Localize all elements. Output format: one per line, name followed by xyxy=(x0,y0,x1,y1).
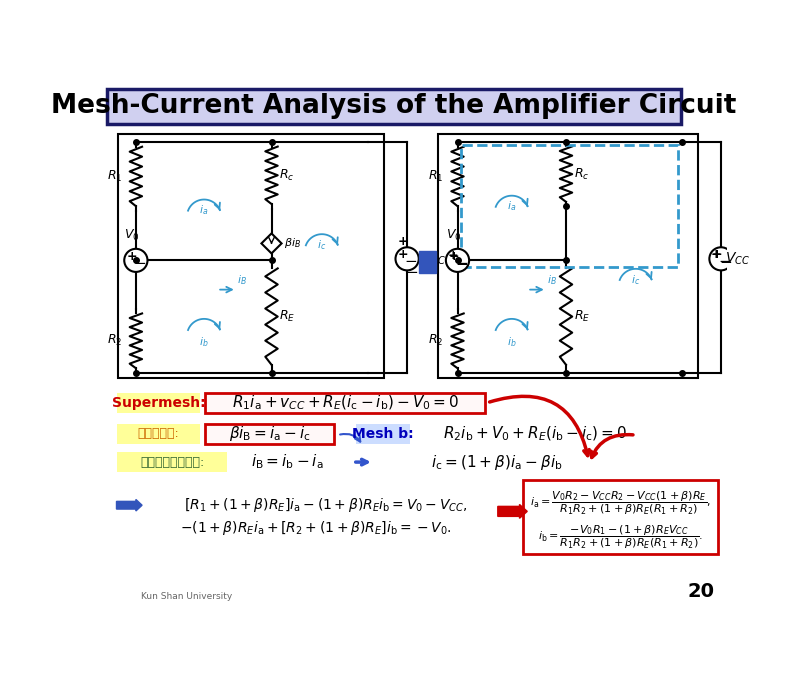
Text: $R_2$: $R_2$ xyxy=(107,333,122,349)
Text: −: − xyxy=(719,255,732,270)
Bar xyxy=(461,145,679,266)
Text: −: − xyxy=(133,256,146,271)
Text: $V_{CC}$: $V_{CC}$ xyxy=(421,251,446,267)
Polygon shape xyxy=(262,234,281,253)
Bar xyxy=(438,134,698,378)
Text: −: − xyxy=(456,257,469,272)
Text: $[R_1 + (1+\beta)R_E]i_\mathrm{a} - (1+\beta)R_E i_\mathrm{b} = V_0 - V_{CC},$: $[R_1 + (1+\beta)R_E]i_\mathrm{a} - (1+\… xyxy=(184,496,468,514)
Text: +: + xyxy=(448,249,458,262)
Circle shape xyxy=(709,247,733,270)
Text: +: + xyxy=(127,250,137,263)
Text: $i_B$: $i_B$ xyxy=(547,274,557,287)
Text: −: − xyxy=(405,255,418,270)
Text: $R_1 i_\mathrm{a} + v_{CC} + R_E(i_\mathrm{c} - i_\mathrm{b}) - V_0 = 0$: $R_1 i_\mathrm{a} + v_{CC} + R_E(i_\math… xyxy=(232,394,459,412)
FancyBboxPatch shape xyxy=(107,89,680,124)
Text: +: + xyxy=(712,249,722,262)
Text: $i_c$: $i_c$ xyxy=(318,238,326,252)
Bar xyxy=(118,134,384,378)
FancyBboxPatch shape xyxy=(524,480,718,554)
Text: $i_a$: $i_a$ xyxy=(200,204,208,217)
Circle shape xyxy=(446,249,469,272)
Text: Supermesh:: Supermesh: xyxy=(112,396,205,410)
Text: $i_b$: $i_b$ xyxy=(507,335,516,349)
FancyBboxPatch shape xyxy=(205,393,486,413)
Text: $\beta i_\mathrm{B} = i_\mathrm{a} - i_\mathrm{c}$: $\beta i_\mathrm{B} = i_\mathrm{a} - i_\… xyxy=(229,424,311,443)
Text: $i_c$: $i_c$ xyxy=(631,272,641,287)
Text: Kun Shan University: Kun Shan University xyxy=(141,592,232,601)
FancyBboxPatch shape xyxy=(356,424,410,443)
Text: 20: 20 xyxy=(688,582,715,601)
Text: $R_c$: $R_c$ xyxy=(280,168,295,183)
FancyBboxPatch shape xyxy=(205,424,335,443)
Text: $i_a$: $i_a$ xyxy=(507,200,516,213)
Text: $i_\mathrm{a} = \dfrac{V_0R_2 - V_{CC}R_2 - V_{CC}(1+\beta)R_E}{R_1R_2 + (1+\bet: $i_\mathrm{a} = \dfrac{V_0R_2 - V_{CC}R_… xyxy=(530,490,710,518)
Text: −: − xyxy=(455,256,468,271)
Text: −: − xyxy=(718,255,731,270)
Text: $V_0$: $V_0$ xyxy=(446,228,461,243)
Text: $\beta i_B$: $\beta i_B$ xyxy=(284,236,301,251)
Text: Mesh b:: Mesh b: xyxy=(352,426,414,441)
FancyBboxPatch shape xyxy=(117,452,227,472)
Text: $R_E$: $R_E$ xyxy=(280,309,296,324)
Text: $i_B$: $i_B$ xyxy=(237,274,246,287)
Text: $V_{CC}$: $V_{CC}$ xyxy=(725,251,750,267)
Text: −: − xyxy=(406,265,419,280)
Text: $i_\mathrm{b} = \dfrac{-V_0R_1 - (1+\beta)R_EV_{CC}}{R_1R_2 + (1+\beta)R_E(R_1+R: $i_\mathrm{b} = \dfrac{-V_0R_1 - (1+\bet… xyxy=(537,524,703,552)
Text: $V_0$: $V_0$ xyxy=(124,228,140,243)
Text: +: + xyxy=(448,250,459,263)
Circle shape xyxy=(395,247,419,270)
Bar xyxy=(419,251,436,272)
Text: 相依電源控制變數:: 相依電源控制變數: xyxy=(140,456,204,469)
Text: $i_\mathrm{B} = i_\mathrm{b} - i_\mathrm{a}$: $i_\mathrm{B} = i_\mathrm{b} - i_\mathrm… xyxy=(250,453,323,471)
FancyBboxPatch shape xyxy=(117,424,200,443)
Text: $R_1$: $R_1$ xyxy=(428,169,444,184)
Text: $R_1$: $R_1$ xyxy=(107,169,122,184)
Text: Mesh-Current Analysis of the Amplifier Circuit: Mesh-Current Analysis of the Amplifier C… xyxy=(51,93,737,119)
FancyArrow shape xyxy=(116,499,142,511)
Text: $i_b$: $i_b$ xyxy=(200,335,209,349)
Circle shape xyxy=(124,249,148,272)
Text: +: + xyxy=(398,236,408,249)
Text: $i_\mathrm{c} = (1+\beta)i_\mathrm{a} - \beta i_\mathrm{b}$: $i_\mathrm{c} = (1+\beta)i_\mathrm{a} - … xyxy=(431,453,562,472)
Text: $R_c$: $R_c$ xyxy=(574,167,589,182)
Text: +: + xyxy=(711,249,722,262)
FancyBboxPatch shape xyxy=(117,393,200,413)
Text: $R_2 i_\mathrm{b} + V_0 + R_E(i_\mathrm{b} - i_\mathrm{c}) = 0$: $R_2 i_\mathrm{b} + V_0 + R_E(i_\mathrm{… xyxy=(443,424,627,443)
Text: $R_2$: $R_2$ xyxy=(428,333,444,349)
Text: $R_E$: $R_E$ xyxy=(574,309,590,324)
Text: 電流源限制:: 電流源限制: xyxy=(137,427,179,440)
Text: +: + xyxy=(398,249,409,262)
FancyArrow shape xyxy=(498,505,528,518)
Text: $-(1+\beta)R_E i_\mathrm{a} + [R_2 + (1+\beta)R_E]i_\mathrm{b} = -V_0.$: $-(1+\beta)R_E i_\mathrm{a} + [R_2 + (1+… xyxy=(179,520,452,537)
